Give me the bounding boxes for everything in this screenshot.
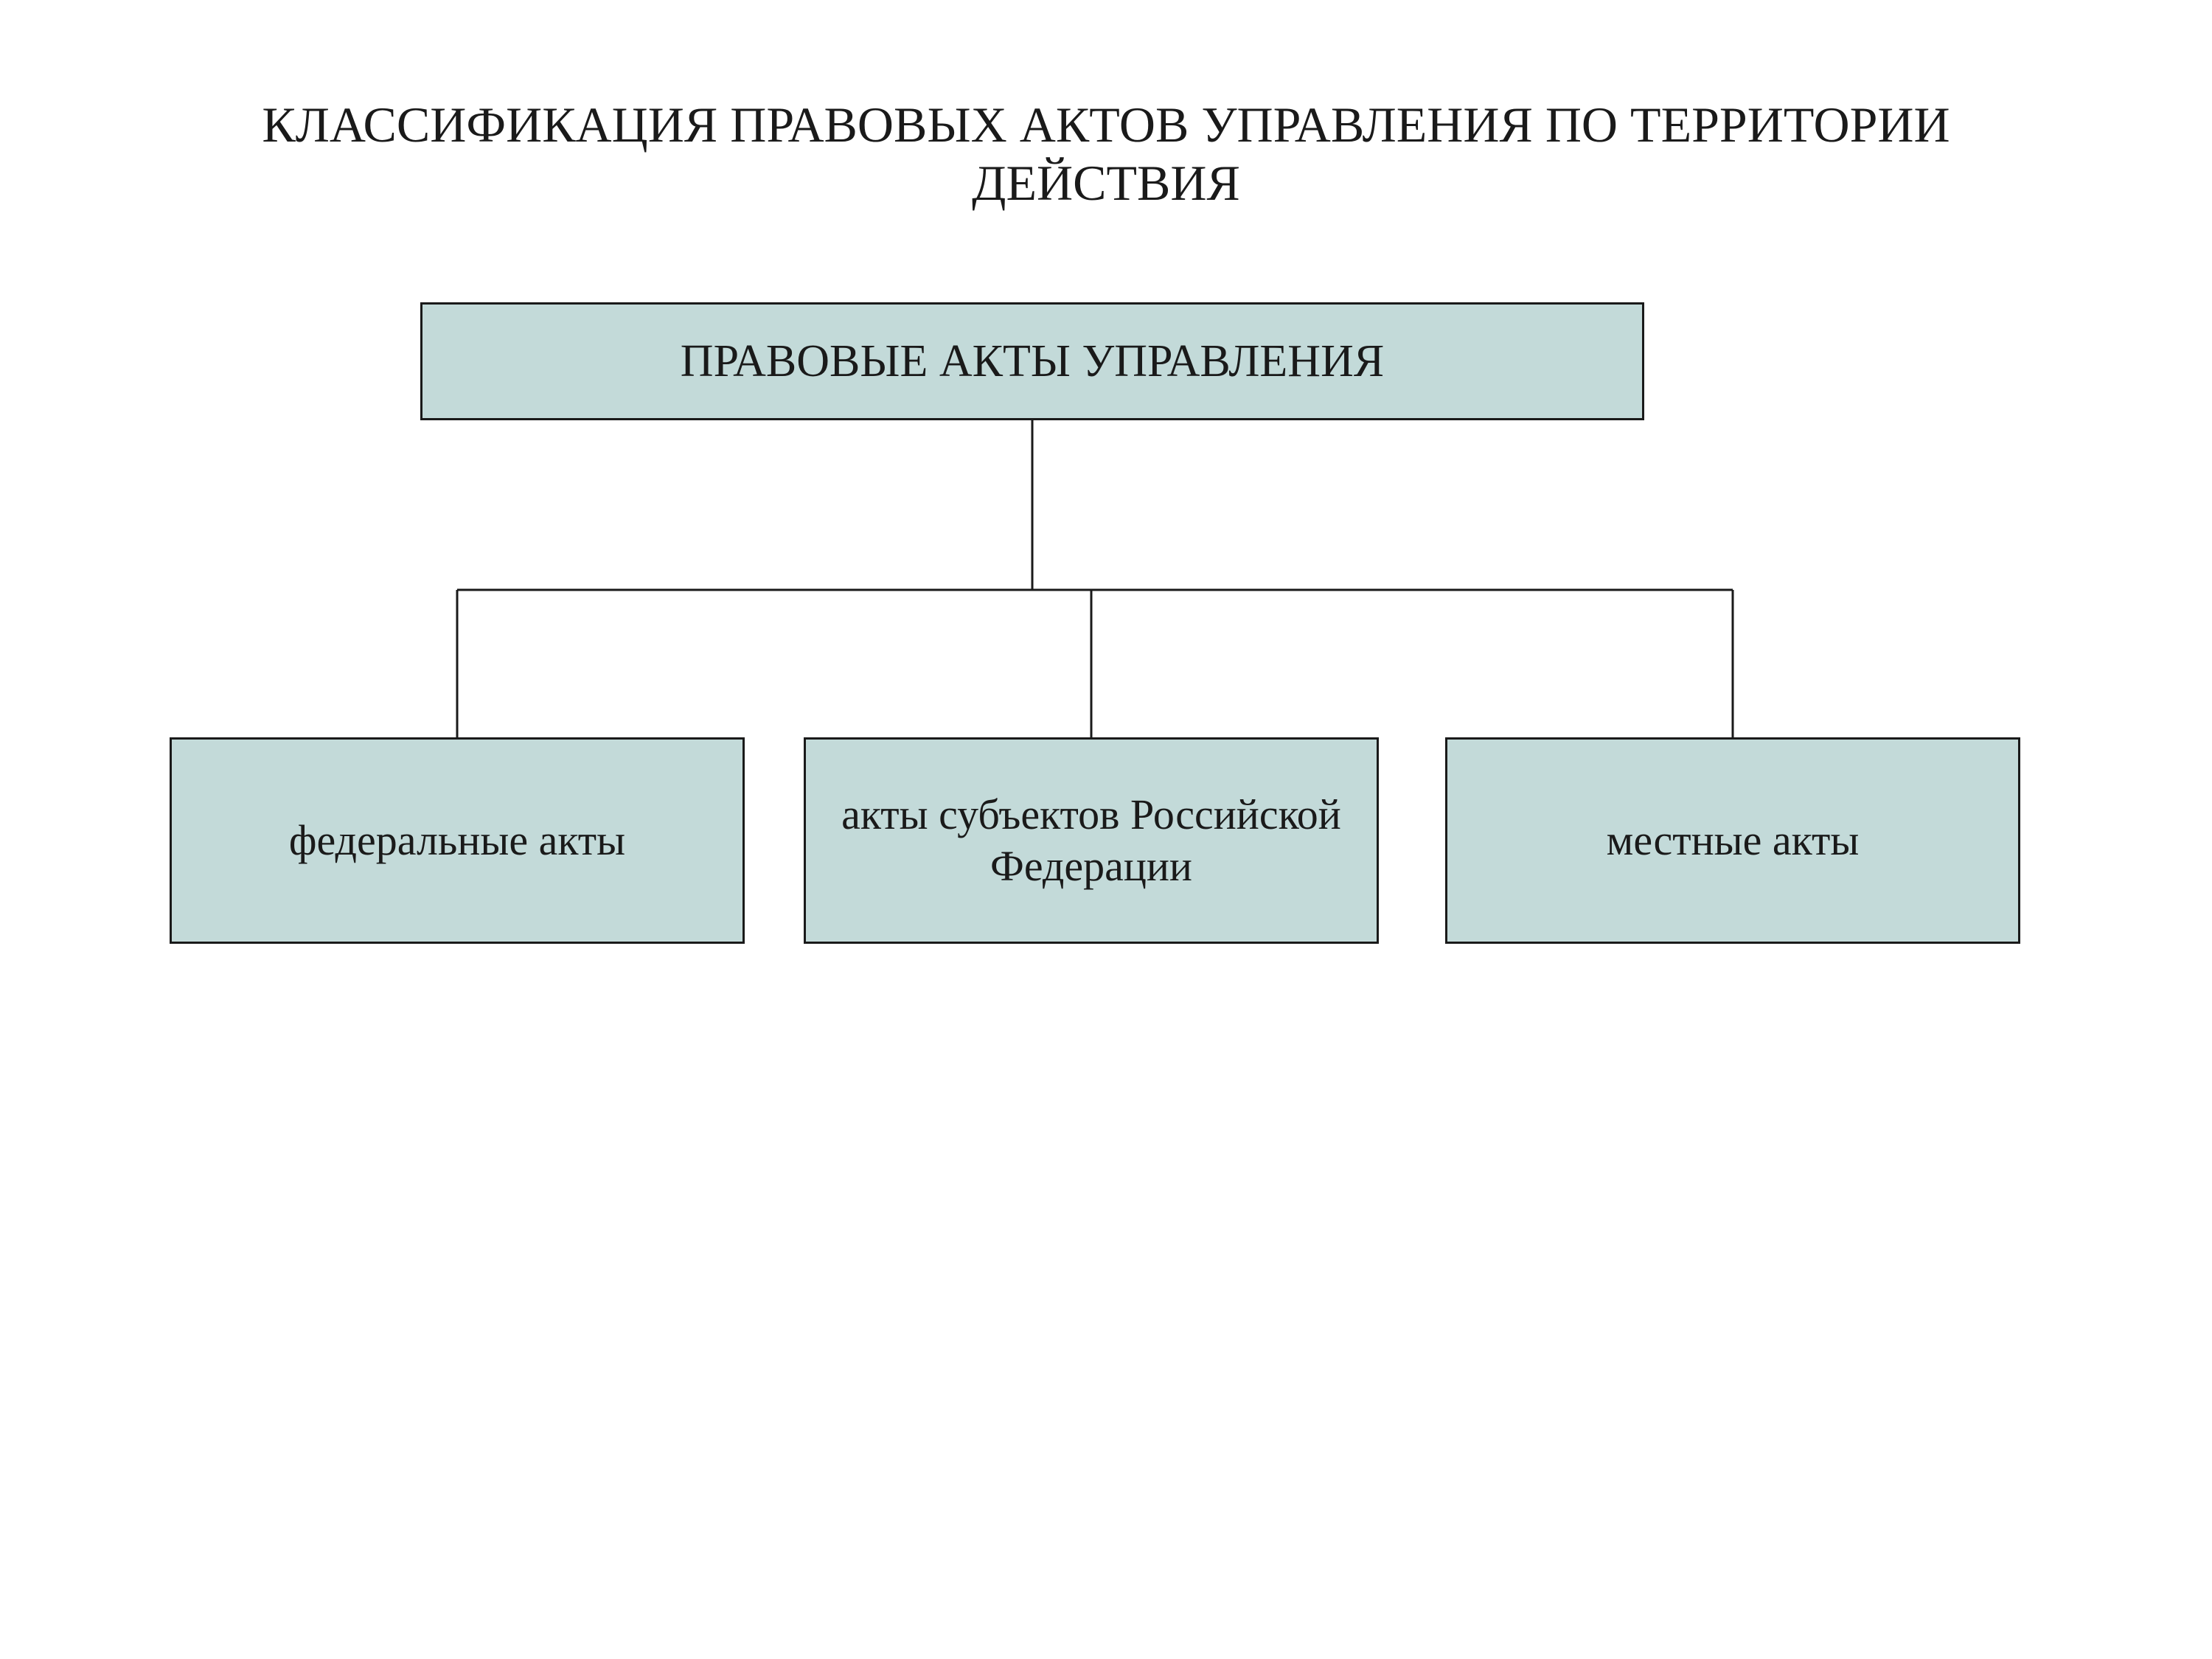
connector-lines [0, 0, 2212, 1659]
